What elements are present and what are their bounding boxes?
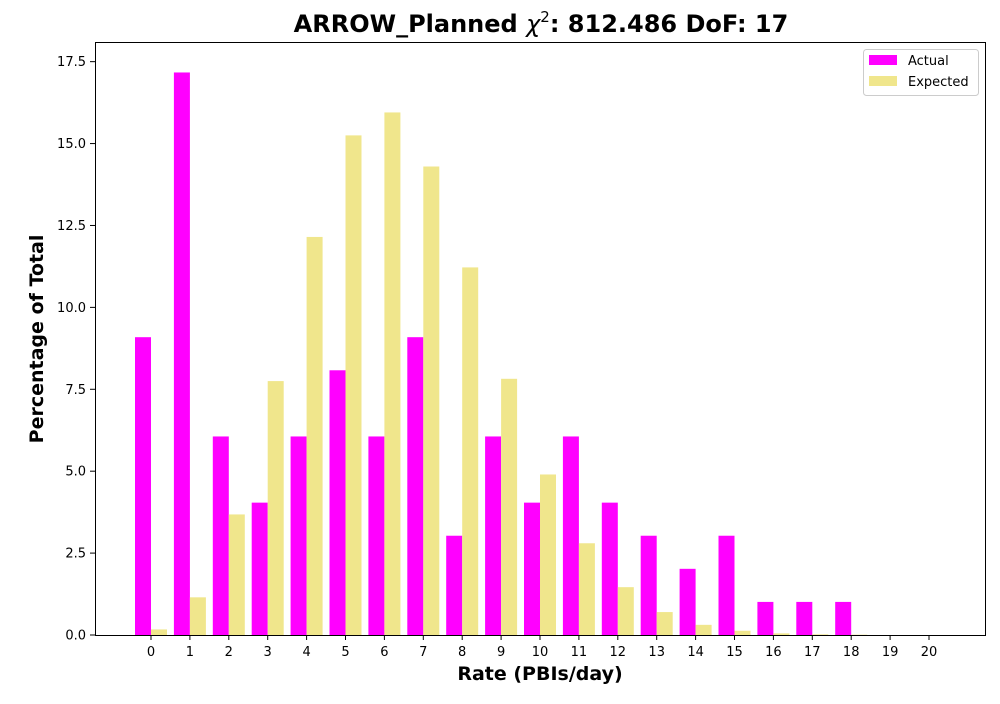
bar-actual-1 [174,72,190,635]
bar-expected-7 [423,166,439,635]
title-prefix: ARROW_Planned [294,10,518,38]
x-tick-label: 3 [264,645,272,660]
legend-label-actual: Actual [908,54,949,69]
bar-actual-2 [213,436,229,635]
y-tick-label: 12.5 [57,219,86,234]
bar-actual-14 [680,569,696,635]
y-tick-label: 10.0 [57,301,86,316]
x-tick-label: 2 [225,645,233,660]
x-tick-label: 0 [147,645,155,660]
bar-actual-4 [291,436,307,635]
bar-expected-1 [190,597,206,635]
x-tick-label: 20 [921,645,938,660]
title-space [518,10,526,38]
bar-actual-16 [757,602,773,635]
y-axis-label: Percentage of Total [26,235,48,444]
bar-expected-0 [151,629,167,635]
bar-expected-14 [696,625,712,635]
x-tick-label: 14 [687,645,704,660]
x-tick-label: 15 [726,645,743,660]
bar-expected-17 [812,634,828,635]
y-axis-ticks: 0.0 2.5 5.0 7.5 10.0 12.5 15.0 17.5 [57,55,95,643]
legend-swatch-actual [869,55,897,65]
bar-actual-17 [796,602,812,635]
bar-actual-10 [524,503,540,635]
bar-actual-13 [641,536,657,635]
x-tick-label: 1 [186,645,194,660]
title-exponent: 2 [540,8,550,26]
bar-actual-18 [835,602,851,635]
bar-expected-5 [346,135,362,635]
y-tick-label: 0.0 [65,629,86,644]
bars-group [135,72,867,635]
x-tick-label: 9 [497,645,505,660]
bar-actual-8 [446,536,462,635]
bar-expected-16 [773,633,789,635]
x-tick-label: 19 [882,645,899,660]
y-tick-label: 2.5 [65,547,86,562]
x-tick-label: 5 [341,645,349,660]
legend-label-expected: Expected [908,75,969,90]
title-chi-symbol: χ [524,10,541,38]
x-tick-label: 4 [302,645,310,660]
bar-expected-8 [462,267,478,635]
x-tick-label: 12 [610,645,627,660]
bar-actual-5 [330,370,346,635]
x-tick-label: 7 [419,645,427,660]
bar-actual-3 [252,503,268,635]
y-tick-label: 5.0 [65,465,86,480]
bar-actual-0 [135,337,151,635]
bar-expected-11 [579,543,595,635]
bar-actual-9 [485,436,501,635]
bar-expected-3 [268,381,284,635]
x-tick-label: 6 [380,645,388,660]
bar-expected-12 [618,587,634,635]
x-axis-label: Rate (PBIs/day) [457,663,622,685]
x-tick-label: 18 [843,645,860,660]
x-tick-label: 10 [532,645,549,660]
bar-expected-6 [384,112,400,635]
bar-actual-7 [407,337,423,635]
x-tick-label: 11 [571,645,588,660]
x-tick-label: 16 [765,645,782,660]
bar-expected-15 [735,631,751,635]
bar-expected-13 [657,612,673,635]
y-tick-label: 15.0 [57,137,86,152]
bar-actual-11 [563,436,579,635]
x-tick-label: 17 [804,645,821,660]
bar-actual-6 [368,436,384,635]
x-tick-label: 8 [458,645,466,660]
legend: Actual Expected [864,50,979,96]
bar-expected-4 [307,237,323,635]
bar-actual-12 [602,503,618,635]
x-tick-label: 13 [648,645,665,660]
title-suffix: : 812.486 DoF: 17 [550,10,788,38]
bar-expected-2 [229,514,245,635]
bar-expected-10 [540,474,556,635]
bar-expected-9 [501,379,517,635]
legend-swatch-expected [869,76,897,86]
y-tick-label: 7.5 [65,383,86,398]
y-tick-label: 17.5 [57,55,86,70]
bar-actual-15 [719,536,735,635]
chart-title: ARROW_Planned χ2: 812.486 DoF: 17 [294,8,789,38]
